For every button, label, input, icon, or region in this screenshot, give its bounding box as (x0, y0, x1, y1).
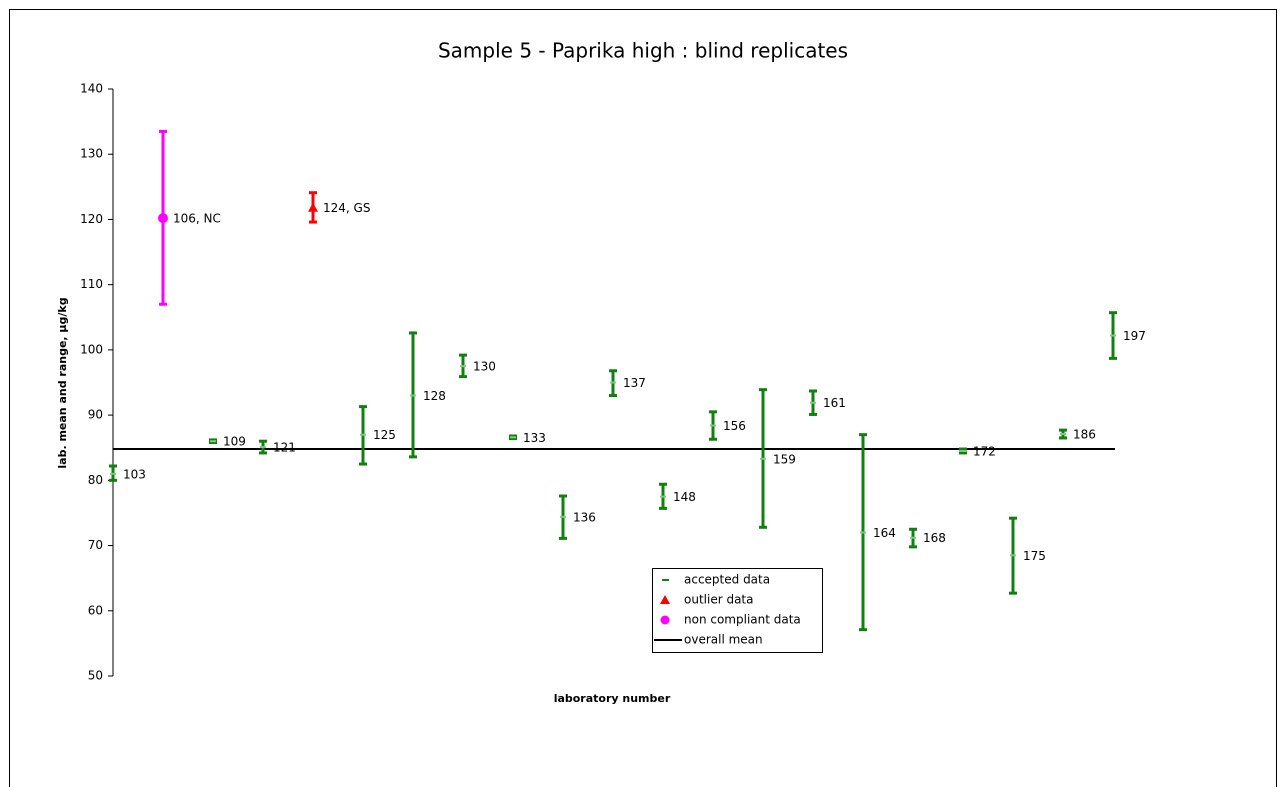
y-tick-label: 60 (88, 603, 103, 617)
y-tick-label: 80 (88, 473, 103, 487)
chart-title: Sample 5 - Paprika high : blind replicat… (438, 39, 848, 63)
point-label: 168 (923, 531, 946, 545)
point-label: 186 (1073, 428, 1096, 442)
y-tick-label: 100 (80, 342, 103, 356)
point-label: 159 (773, 452, 796, 466)
point-label: 136 (573, 510, 596, 524)
point-label: 148 (673, 490, 696, 504)
point-label: 175 (1023, 549, 1046, 563)
point-label: 124, GS (323, 201, 370, 215)
point-label: 121 (273, 441, 296, 455)
point-label: 109 (223, 435, 246, 449)
point-label: 106, NC (173, 212, 221, 226)
point-label: 133 (523, 431, 546, 445)
y-tick-label: 130 (80, 147, 103, 161)
point-label: 125 (373, 428, 396, 442)
point-label: 164 (873, 526, 896, 540)
point-label: 161 (823, 396, 846, 410)
legend-label: accepted data (684, 573, 770, 587)
point-label: 156 (723, 419, 746, 433)
y-tick-label: 140 (80, 82, 103, 96)
y-tick-label: 70 (88, 538, 103, 552)
point-label: 130 (473, 360, 496, 374)
y-tick-label: 50 (88, 669, 103, 683)
legend-box (652, 568, 823, 653)
legend-label: non compliant data (684, 613, 801, 627)
noncompliant-marker (158, 213, 168, 224)
outlier-marker (308, 202, 318, 212)
point-label: 172 (973, 444, 996, 458)
x-axis-title: laboratory number (554, 692, 671, 705)
point-label: 197 (1123, 329, 1146, 343)
legend-label: overall mean (684, 633, 763, 647)
y-axis-title: lab. mean and range, µg/kg (56, 297, 69, 468)
chart-frame (9, 9, 1277, 787)
point-label: 103 (123, 467, 146, 481)
legend-symbol (660, 595, 670, 604)
y-tick-label: 110 (80, 277, 103, 291)
y-tick-label: 120 (80, 212, 103, 226)
point-label: 137 (623, 376, 646, 390)
legend-label: outlier data (684, 593, 753, 607)
y-tick-label: 90 (88, 408, 103, 422)
legend-symbol (660, 615, 670, 625)
point-label: 128 (423, 389, 446, 403)
